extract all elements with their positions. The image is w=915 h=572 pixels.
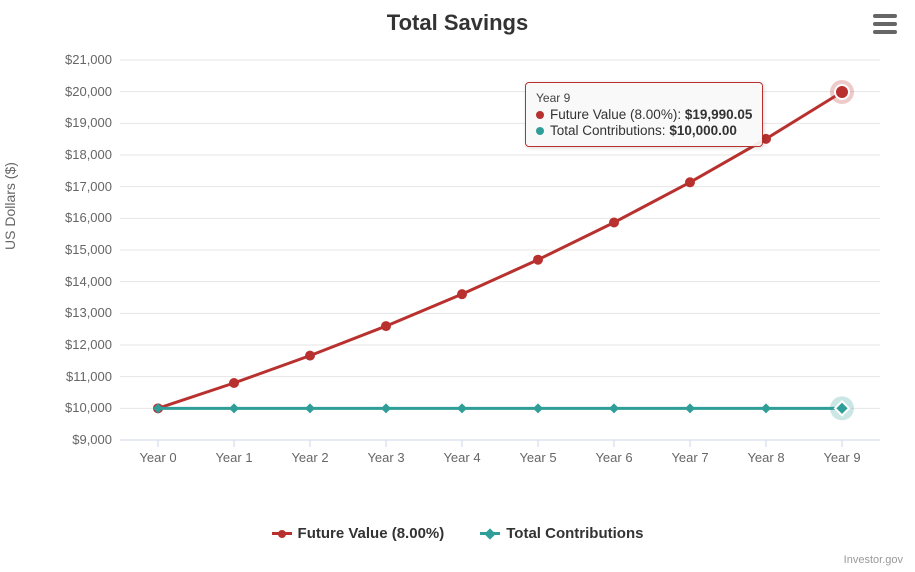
x-tick-label: Year 4 — [443, 450, 480, 465]
tooltip-text: Future Value (8.00%): $19,990.05 — [550, 107, 752, 122]
x-tick-label: Year 6 — [595, 450, 632, 465]
x-tick-label: Year 1 — [215, 450, 252, 465]
x-tick-label: Year 0 — [139, 450, 176, 465]
y-tick-label: $11,000 — [52, 369, 112, 384]
legend-item[interactable]: Future Value (8.00%) — [272, 525, 445, 542]
y-tick-label: $18,000 — [52, 147, 112, 162]
chart-plot — [0, 0, 915, 572]
tooltip-text: Total Contributions: $10,000.00 — [550, 123, 737, 138]
y-tick-label: $13,000 — [52, 305, 112, 320]
legend-swatch-circle — [272, 532, 292, 535]
y-tick-label: $19,000 — [52, 115, 112, 130]
tooltip-row: Future Value (8.00%): $19,990.05 — [536, 107, 752, 122]
tooltip-dot — [536, 111, 544, 119]
y-tick-label: $15,000 — [52, 242, 112, 257]
x-tick-label: Year 5 — [519, 450, 556, 465]
tooltip-header: Year 9 — [536, 91, 752, 105]
y-tick-label: $20,000 — [52, 84, 112, 99]
x-tick-label: Year 3 — [367, 450, 404, 465]
y-tick-label: $9,000 — [52, 432, 112, 447]
y-tick-label: $17,000 — [52, 179, 112, 194]
legend-label: Future Value (8.00%) — [298, 525, 445, 542]
y-tick-label: $12,000 — [52, 337, 112, 352]
y-tick-label: $21,000 — [52, 52, 112, 67]
chart-tooltip: Year 9 Future Value (8.00%): $19,990.05T… — [525, 82, 763, 147]
x-tick-label: Year 8 — [747, 450, 784, 465]
y-tick-label: $16,000 — [52, 210, 112, 225]
y-tick-label: $14,000 — [52, 274, 112, 289]
chart-credit[interactable]: Investor.gov — [844, 554, 903, 566]
legend-label: Total Contributions — [506, 525, 643, 542]
x-tick-label: Year 9 — [823, 450, 860, 465]
legend-swatch-diamond — [480, 532, 500, 535]
legend-item[interactable]: Total Contributions — [480, 525, 643, 542]
chart-legend: Future Value (8.00%) Total Contributions — [0, 522, 915, 542]
x-tick-label: Year 2 — [291, 450, 328, 465]
tooltip-row: Total Contributions: $10,000.00 — [536, 123, 752, 138]
x-tick-label: Year 7 — [671, 450, 708, 465]
y-tick-label: $10,000 — [52, 400, 112, 415]
tooltip-dot — [536, 127, 544, 135]
